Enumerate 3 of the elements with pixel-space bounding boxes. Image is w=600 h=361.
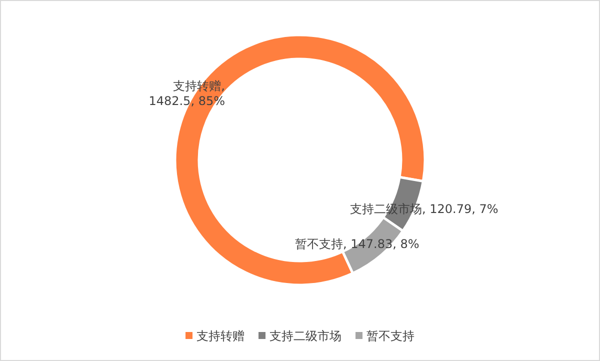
legend-label: 支持二级市场	[270, 329, 342, 343]
legend-label: 支持转赠	[196, 329, 244, 343]
legend-label: 暂不支持	[366, 329, 414, 343]
